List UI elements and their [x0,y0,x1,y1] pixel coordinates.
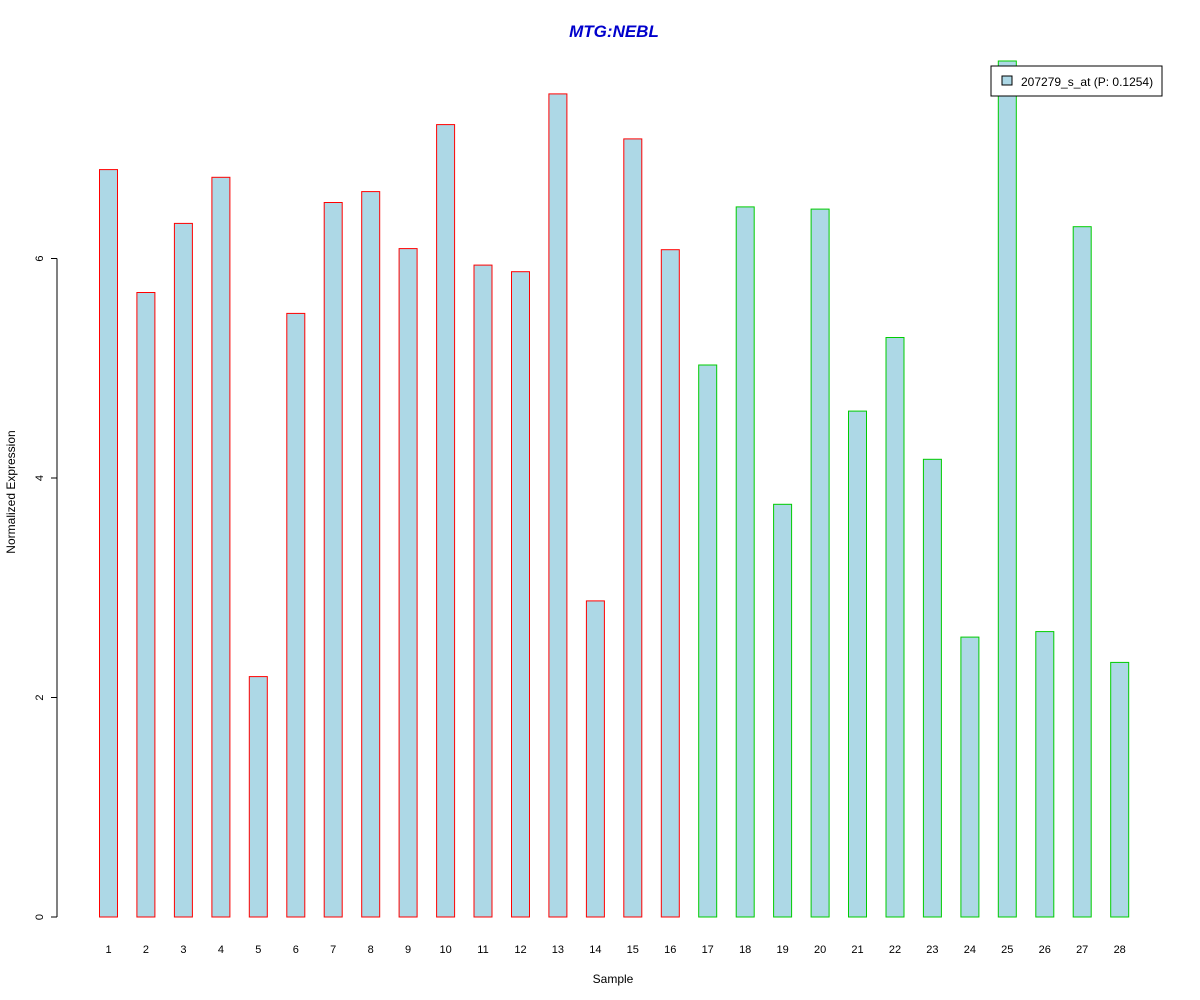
x-tick-label: 6 [293,944,299,956]
y-tick-label: 0 [34,914,46,920]
x-tick-label: 19 [776,944,788,956]
legend-entry: 207279_s_at (P: 0.1254) [1021,75,1153,89]
bar-sample-5 [248,676,268,918]
x-tick-label: 18 [739,944,751,956]
x-tick-label: 2 [143,944,149,956]
y-tick-label: 2 [34,694,46,700]
x-tick-label: 23 [926,944,938,956]
x-tick-label: 12 [514,944,526,956]
x-axis-label: Sample [593,972,634,986]
x-tick-label: 17 [702,944,714,956]
y-tick-label: 4 [34,475,46,481]
x-tick-label: 11 [477,944,488,956]
bar-sample-3 [173,222,193,918]
chart-title: MTG:NEBL [569,22,659,41]
x-tick-label: 4 [218,944,224,956]
bar-sample-27 [1072,226,1092,918]
bar-sample-25 [997,60,1017,918]
bar-sample-18 [735,206,755,918]
bar-sample-19 [773,503,793,918]
bar-sample-20 [810,208,830,918]
bar-sample-24 [960,636,980,918]
bar-sample-4 [211,176,231,918]
y-tick-label: 6 [34,255,46,261]
bar-sample-10 [436,124,456,918]
legend-box [990,65,1163,97]
bars [99,60,1130,918]
bar-sample-17 [698,364,718,918]
bar-sample-14 [585,600,605,918]
x-tick-label: 24 [964,944,976,956]
bar-sample-22 [885,337,905,918]
x-tick-label: 22 [889,944,901,956]
bar-sample-23 [922,458,942,918]
bar-sample-21 [848,410,867,918]
y-axis: 0 2 4 6 [34,255,58,920]
bar-sample-11 [473,264,493,918]
bar-sample-7 [323,202,343,918]
x-tick-label: 10 [439,944,451,956]
x-tick-label: 20 [814,944,826,956]
bar-sample-1 [99,169,118,918]
bar-sample-9 [398,248,418,918]
bar-sample-28 [1110,661,1130,918]
x-tick-label: 13 [552,944,564,956]
x-tick-label: 25 [1001,944,1013,956]
x-tick-label: 16 [664,944,676,956]
bar-sample-2 [136,292,156,918]
bar-sample-13 [548,93,568,918]
bar-sample-6 [286,312,306,918]
bar-sample-8 [361,191,381,918]
x-tick-label: 27 [1076,944,1088,956]
x-tick-label: 3 [180,944,186,956]
x-tick-labels: 1 2 3 4 5 6 7 8 9 10 11 12 13 14 15 16 17 18 19 20 21 22 23 24 2… [105,944,1125,956]
x-tick-label: 14 [589,944,601,956]
bar-sample-15 [623,138,643,918]
bar-sample-12 [511,271,530,918]
x-tick-label: 1 [105,944,111,956]
x-tick-label: 21 [851,944,863,956]
bar-sample-26 [1035,631,1055,918]
x-tick-label: 9 [405,944,411,956]
x-tick-label: 8 [368,944,374,956]
y-axis-label: Normalized Expression [4,430,18,553]
x-tick-label: 7 [330,944,336,956]
x-tick-label: 15 [627,944,639,956]
x-tick-label: 28 [1114,944,1126,956]
bar-sample-16 [660,249,680,918]
legend: 207279_s_at (P: 0.1254) [990,65,1163,97]
x-tick-label: 5 [255,944,261,956]
x-tick-label: 26 [1039,944,1051,956]
legend-swatch [1001,75,1013,86]
